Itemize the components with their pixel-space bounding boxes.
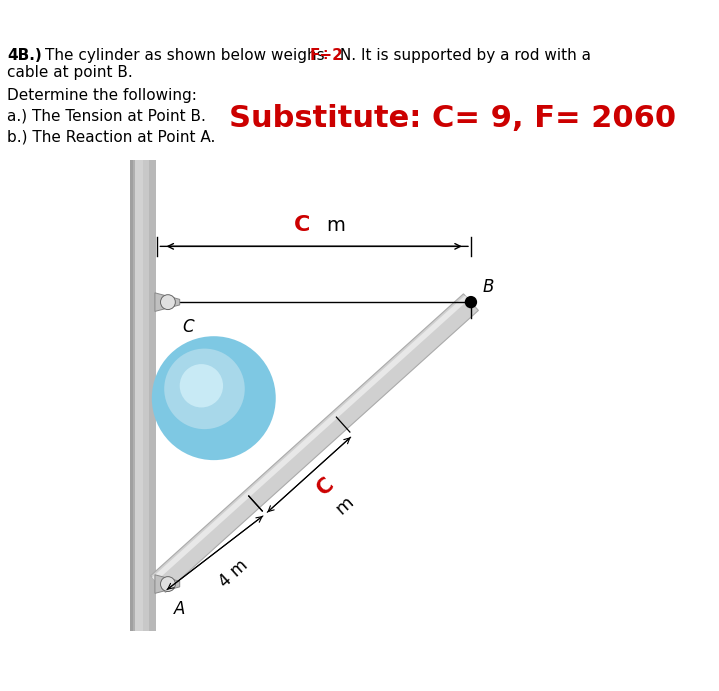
Text: Substitute: C= 9, F= 2060: Substitute: C= 9, F= 2060 — [229, 104, 677, 133]
Circle shape — [164, 348, 244, 429]
Circle shape — [152, 337, 276, 460]
Text: C: C — [293, 215, 310, 235]
Text: 4 m: 4 m — [215, 556, 251, 591]
Text: cable at point B.: cable at point B. — [7, 66, 133, 80]
Text: 4B.): 4B.) — [7, 48, 42, 63]
Polygon shape — [155, 575, 180, 594]
Text: b.) The Reaction at Point A.: b.) The Reaction at Point A. — [7, 130, 216, 145]
Text: C: C — [313, 474, 338, 500]
Circle shape — [160, 294, 175, 310]
Text: B: B — [482, 278, 493, 296]
Text: The cylinder as shown below weighs: The cylinder as shown below weighs — [45, 48, 329, 63]
Text: C: C — [182, 318, 194, 336]
Circle shape — [180, 364, 223, 408]
Polygon shape — [152, 296, 469, 582]
Bar — [130, 160, 135, 631]
Text: m: m — [332, 493, 357, 518]
Bar — [142, 160, 149, 631]
Text: a.) The Tension at Point B.: a.) The Tension at Point B. — [7, 108, 206, 124]
Text: A: A — [173, 600, 185, 618]
Text: m: m — [326, 216, 345, 235]
Text: Determine the following:: Determine the following: — [7, 88, 197, 103]
Text: F÷2: F÷2 — [310, 48, 344, 63]
Bar — [135, 160, 142, 631]
Polygon shape — [155, 293, 180, 312]
Bar — [130, 160, 132, 631]
Circle shape — [464, 296, 477, 308]
Circle shape — [160, 576, 175, 591]
Bar — [149, 160, 156, 631]
Text: N. It is supported by a rod with a: N. It is supported by a rod with a — [334, 48, 590, 63]
Polygon shape — [150, 294, 478, 592]
